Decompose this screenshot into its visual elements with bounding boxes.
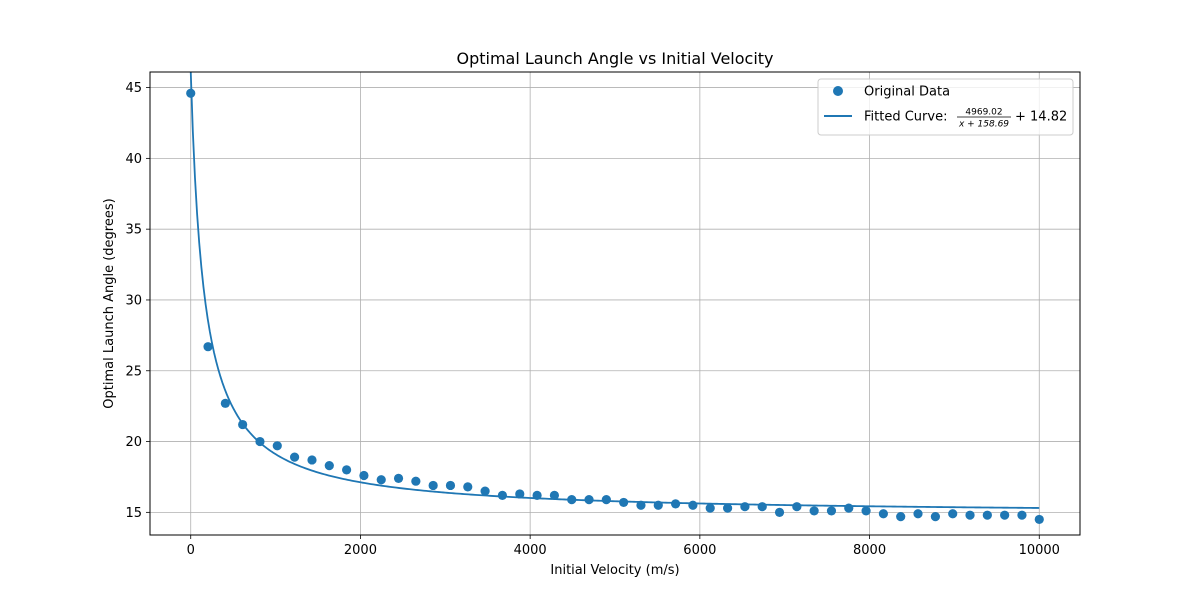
data-point bbox=[186, 88, 196, 98]
y-tick-label: 45 bbox=[125, 81, 142, 96]
data-point bbox=[220, 398, 230, 408]
data-point bbox=[324, 461, 334, 471]
grid bbox=[150, 72, 1080, 535]
data-point bbox=[688, 500, 698, 510]
data-point bbox=[826, 506, 837, 516]
plot-frame bbox=[149, 71, 1081, 536]
data-point bbox=[549, 490, 560, 500]
data-point bbox=[515, 489, 525, 499]
legend-fraction-suffix: + 14.82 bbox=[1015, 110, 1067, 125]
data-point bbox=[428, 480, 438, 491]
data-point bbox=[757, 502, 767, 512]
legend-scatter-label: Original Data bbox=[864, 85, 950, 100]
y-tick-label: 40 bbox=[125, 152, 142, 167]
data-point bbox=[1034, 514, 1044, 525]
data-point bbox=[636, 500, 646, 510]
x-tick-label: 6000 bbox=[683, 543, 716, 558]
data-point bbox=[307, 455, 317, 465]
data-point bbox=[965, 510, 975, 520]
data-point bbox=[497, 490, 507, 500]
legend-box bbox=[817, 78, 1074, 136]
data-point bbox=[930, 511, 941, 522]
data-point bbox=[740, 502, 750, 512]
legend-line-label: Fitted Curve: bbox=[864, 110, 947, 125]
data-point bbox=[723, 503, 733, 513]
legend-fraction-denominator: x + 158.69 bbox=[958, 120, 1009, 130]
data-point bbox=[584, 495, 594, 505]
data-point bbox=[376, 475, 386, 485]
data-point bbox=[792, 502, 802, 512]
data-point bbox=[203, 342, 213, 352]
y-tick-label: 35 bbox=[125, 223, 142, 238]
data-point bbox=[342, 465, 352, 475]
y-tick-label: 25 bbox=[125, 364, 142, 379]
chart-title: Optimal Launch Angle vs Initial Velocity bbox=[456, 49, 773, 68]
y-axis-label: Optimal Launch Angle (degrees) bbox=[102, 198, 117, 408]
data-point bbox=[844, 503, 854, 513]
data-point bbox=[670, 499, 681, 509]
data-point bbox=[653, 500, 663, 510]
data-point bbox=[861, 506, 871, 516]
data-point bbox=[878, 509, 888, 519]
x-axis-label: Initial Velocity (m/s) bbox=[550, 563, 679, 578]
x-tick-label: 2000 bbox=[344, 543, 377, 558]
x-tick-label: 10000 bbox=[1019, 543, 1060, 558]
data-point bbox=[913, 509, 923, 519]
data-point bbox=[567, 495, 577, 505]
data-point bbox=[289, 452, 300, 462]
legend-fraction-numerator: 4969.02 bbox=[965, 108, 1002, 118]
data-point bbox=[982, 510, 992, 520]
data-point bbox=[393, 473, 404, 483]
y-tick-label: 20 bbox=[125, 435, 142, 450]
data-point bbox=[532, 490, 542, 500]
legend-scatter-marker bbox=[833, 86, 843, 96]
x-tick-label: 8000 bbox=[853, 543, 886, 558]
data-point bbox=[359, 470, 369, 481]
data-point bbox=[774, 507, 785, 517]
data-point bbox=[238, 419, 248, 430]
data-point bbox=[411, 476, 421, 486]
y-tick-label: 30 bbox=[125, 293, 142, 308]
data-point bbox=[601, 495, 611, 505]
data-point bbox=[809, 506, 819, 516]
data-point bbox=[1017, 510, 1027, 520]
y-tick-label: 15 bbox=[125, 506, 142, 521]
data-point bbox=[1000, 510, 1010, 520]
ticks: 0 2000 4000 6000 8000 10000 15 20 25 30 35 40 45 bbox=[125, 81, 1059, 558]
x-tick-label: 0 bbox=[187, 543, 195, 558]
legend: Original Data Fitted Curve: 4969.02 x + … bbox=[817, 78, 1074, 136]
fitted-curve-layer bbox=[189, 71, 1040, 509]
x-tick-label: 4000 bbox=[514, 543, 547, 558]
data-point bbox=[480, 486, 490, 496]
data-point bbox=[896, 511, 906, 522]
data-point bbox=[445, 480, 456, 491]
data-point bbox=[272, 441, 282, 451]
data-point bbox=[463, 482, 473, 492]
data-point bbox=[705, 503, 715, 513]
data-points-layer bbox=[186, 88, 1044, 525]
data-point bbox=[948, 509, 958, 519]
data-point bbox=[255, 436, 265, 447]
fitted-curve-line bbox=[189, 71, 1040, 509]
data-point bbox=[619, 497, 629, 508]
